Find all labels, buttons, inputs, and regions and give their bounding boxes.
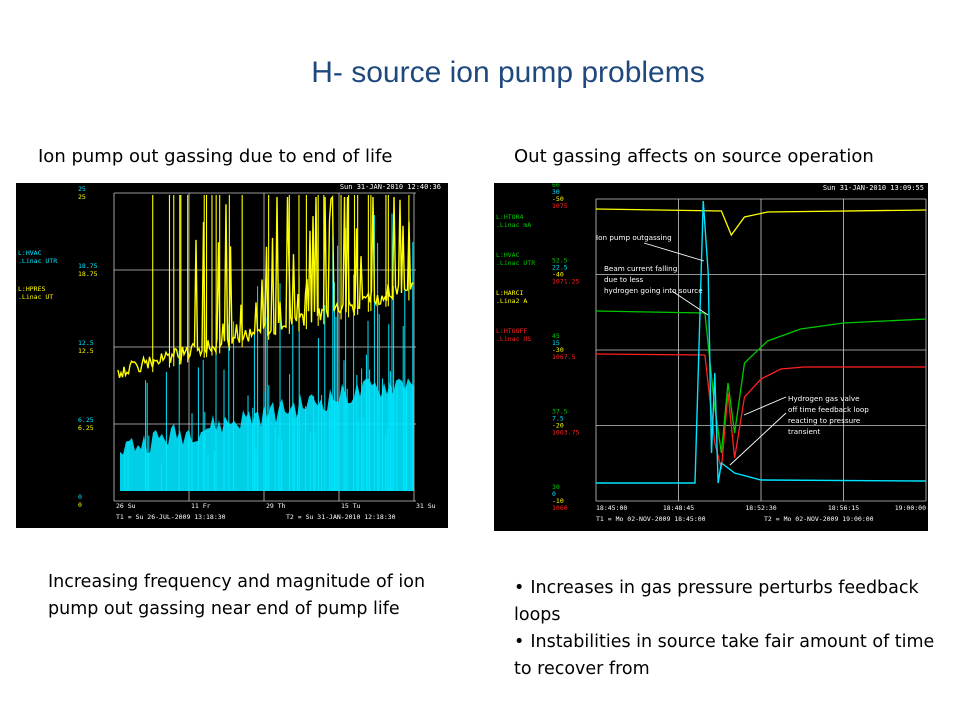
y-tick-label: 30 xyxy=(552,483,560,491)
y-tick-label: 12.5 xyxy=(78,339,94,347)
channel-label: L:HTOR4 xyxy=(496,213,523,221)
y-tick-label: 22.5 xyxy=(552,264,568,272)
y-tick-label: 45 xyxy=(552,332,560,340)
channel-label: .Linac mA xyxy=(496,221,531,229)
y-tick-label: 7.5 xyxy=(552,415,564,423)
y-tick-label: 30 xyxy=(552,188,560,196)
t2-label: T2 = Mo 02-NOV-2009 19:00:00 xyxy=(764,515,874,523)
annotation-beam-current: Beam current falling xyxy=(604,264,677,273)
annotation-beam-current: hydrogen going into source xyxy=(604,286,703,295)
y-tick-label: 1071.25 xyxy=(552,278,579,286)
channel-label: .Linac UTR xyxy=(18,257,57,265)
y-tick-label: 60 xyxy=(552,183,560,189)
y-tick-label: 0 xyxy=(78,493,82,501)
y-tick-label: 12.5 xyxy=(78,347,94,355)
annotation-arrow xyxy=(671,290,709,316)
channel-label: L:HVAC xyxy=(18,249,42,257)
annotation-hydrogen-valve: Hydrogen gas valve xyxy=(788,394,860,403)
y-tick-label: 6.25 xyxy=(78,424,94,432)
right-plot-svg: Sun 31-JAN-2010 13:09:55 L:HTOR4.Linac mA… xyxy=(496,183,927,523)
channel-label: L:HPRES xyxy=(18,285,45,293)
yellow-current-trace xyxy=(595,208,927,237)
bullet-dot-icon: • xyxy=(514,632,525,652)
bullet-dot-icon: • xyxy=(514,578,525,598)
y-tick-label: 25 xyxy=(78,185,86,193)
annotation-beam-current: due to less xyxy=(604,275,643,284)
bullet-text: Instabilities in source take fair amount… xyxy=(514,632,935,679)
annotation-arrow xyxy=(743,396,787,416)
y-tick-label: -30 xyxy=(552,346,564,354)
y-tick-label: -20 xyxy=(552,422,564,430)
y-tick-label: 15 xyxy=(552,339,560,347)
bullet-text: Increases in gas pressure perturbs feedb… xyxy=(514,578,919,625)
y-tick-label: 52.5 xyxy=(552,257,568,265)
left-caption: Increasing frequency and magnitude of io… xyxy=(48,572,426,619)
y-tick-label: -40 xyxy=(552,271,564,279)
channel-label: .Linac UT xyxy=(18,293,53,301)
t1-label: T1 = Su 26-JUL-2009 13:18:30 xyxy=(116,513,226,521)
y-tick-label: -10 xyxy=(552,497,564,505)
annotation-arrow xyxy=(729,412,787,466)
left-plot-svg: Sun 31-JAN-2010 12:40:36 L:HVAC.Linac UTR… xyxy=(18,183,441,521)
bullet-item: • Instabilities in source take fair amoun… xyxy=(514,629,944,683)
annotation-arrow xyxy=(643,242,705,262)
x-tick-label: 15 Tu xyxy=(341,502,361,510)
channel-label: L:HARCI xyxy=(496,289,523,297)
source-operation-plot: Sun 31-JAN-2010 13:09:55 L:HTOR4 .Linac mA… xyxy=(494,183,928,531)
bullet-list: • Increases in gas pressure perturbs feed… xyxy=(514,575,944,683)
x-tick-label: 18:45:00 xyxy=(596,504,627,512)
annotation-ion-pump-outgassing: Ion pump outgassing xyxy=(596,233,672,242)
channel-label: L:HTGOFF xyxy=(496,327,527,335)
y-tick-label: 37.5 xyxy=(552,408,568,416)
plot-timestamp: Sun 31-JAN-2010 13:09:55 xyxy=(823,184,924,192)
channel-label: .Linac UTR xyxy=(496,259,535,267)
y-tick-label: 1060 xyxy=(552,504,568,512)
green-arc-trace xyxy=(595,310,927,454)
ion-pump-outgassing-plot: Sun 31-JAN-2010 12:40:36 L:HVAC .Linac UTR… xyxy=(16,183,448,528)
bullet-item: • Increases in gas pressure perturbs feed… xyxy=(514,575,944,629)
cyan-pressure-trace xyxy=(596,200,927,484)
x-tick-label: 26 Su xyxy=(116,502,136,510)
y-tick-label: 18.75 xyxy=(78,262,98,270)
y-tick-label: 1067.5 xyxy=(552,353,576,361)
cyan-base-band xyxy=(120,378,414,491)
x-tick-label: 11 Fr xyxy=(191,502,211,510)
x-tick-label: 31 Su xyxy=(416,502,436,510)
x-tick-label: 18:52:30 xyxy=(745,504,776,512)
page-title: H- source ion pump problems xyxy=(311,56,705,89)
y-tick-label: 0 xyxy=(78,501,82,509)
x-tick-label: 18:56:15 xyxy=(828,504,859,512)
y-tick-label: 25 xyxy=(78,193,86,201)
annotation-hydrogen-valve: transient xyxy=(788,427,820,436)
y-tick-label: 1063.75 xyxy=(552,429,579,437)
y-tick-label: -50 xyxy=(552,195,564,203)
annotation-hydrogen-valve: reacting to pressure xyxy=(788,416,861,425)
x-tick-label: 29 Th xyxy=(266,502,286,510)
t1-label: T1 = Mo 02-NOV-2009 18:45:00 xyxy=(596,515,706,523)
y-tick-label: 18.75 xyxy=(78,270,98,278)
y-tick-label: 1075 xyxy=(552,202,568,210)
channel-label: .Linac US xyxy=(496,335,531,343)
y-tick-label: 6.25 xyxy=(78,416,94,424)
annotation-hydrogen-valve: off time feedback loop xyxy=(788,405,869,414)
t2-label: T2 = Su 31-JAN-2010 12:18:30 xyxy=(286,513,396,521)
x-tick-label: 18:48:45 xyxy=(663,504,694,512)
red-valve-trace xyxy=(595,353,926,470)
channel-label: L:HVAC xyxy=(496,251,520,259)
right-chart-heading: Out gassing affects on source operation xyxy=(514,146,874,167)
y-tick-label: 0 xyxy=(552,490,556,498)
x-tick-label: 19:00:00 xyxy=(895,504,926,512)
plot-timestamp: Sun 31-JAN-2010 12:40:36 xyxy=(340,183,441,191)
left-chart-heading: Ion pump out gassing due to end of life xyxy=(38,146,393,167)
yellow-pressure-trace xyxy=(117,195,414,378)
channel-label: .Lina2 A xyxy=(496,297,527,305)
